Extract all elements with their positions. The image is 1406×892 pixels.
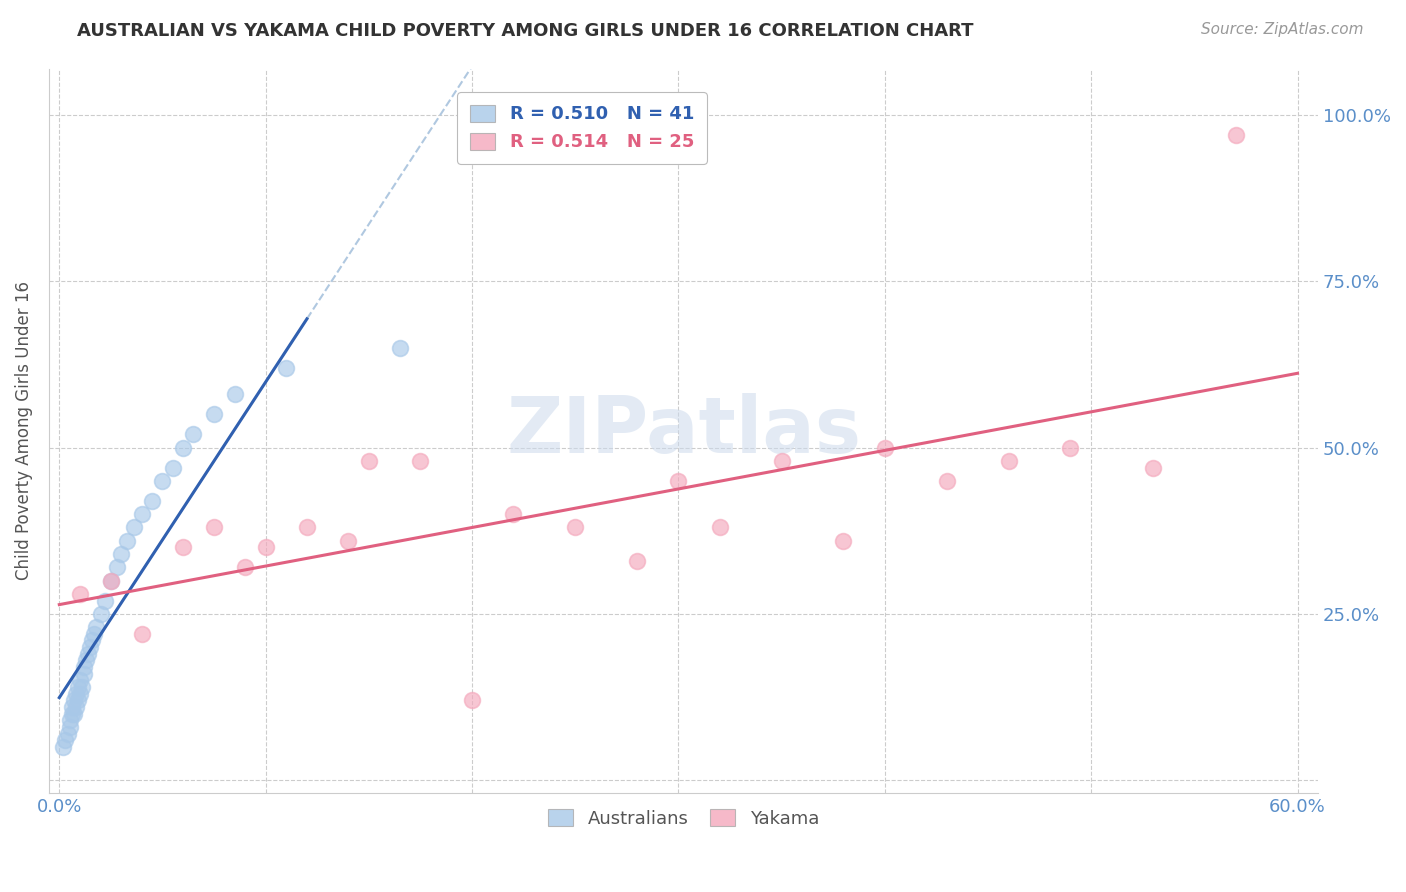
Point xyxy=(56,726,79,740)
Legend: Australians, Yakama: Australians, Yakama xyxy=(541,802,827,835)
Point xyxy=(357,454,380,468)
Point xyxy=(162,460,184,475)
Point xyxy=(59,720,82,734)
Point xyxy=(295,520,318,534)
Point xyxy=(152,474,174,488)
Point xyxy=(224,387,246,401)
Point xyxy=(66,680,89,694)
Point xyxy=(105,560,128,574)
Point xyxy=(1225,128,1247,142)
Point xyxy=(100,574,122,588)
Point xyxy=(60,706,83,721)
Point xyxy=(73,666,96,681)
Point xyxy=(79,640,101,654)
Point xyxy=(65,687,87,701)
Point xyxy=(83,626,105,640)
Point xyxy=(62,706,84,721)
Point xyxy=(172,441,194,455)
Point xyxy=(117,533,139,548)
Point xyxy=(668,474,690,488)
Point xyxy=(461,693,484,707)
Point xyxy=(100,574,122,588)
Point xyxy=(73,660,96,674)
Point xyxy=(131,507,153,521)
Point xyxy=(69,687,91,701)
Point xyxy=(122,520,145,534)
Point xyxy=(233,560,256,574)
Point xyxy=(69,587,91,601)
Point xyxy=(131,626,153,640)
Point xyxy=(55,733,77,747)
Point xyxy=(832,533,855,548)
Point xyxy=(337,533,360,548)
Point xyxy=(69,673,91,688)
Point xyxy=(564,520,586,534)
Point xyxy=(388,341,411,355)
Text: ZIPatlas: ZIPatlas xyxy=(506,393,860,469)
Point xyxy=(86,620,108,634)
Point xyxy=(52,739,75,754)
Point xyxy=(254,541,277,555)
Point xyxy=(77,647,100,661)
Point xyxy=(1059,441,1081,455)
Point xyxy=(502,507,524,521)
Y-axis label: Child Poverty Among Girls Under 16: Child Poverty Among Girls Under 16 xyxy=(15,282,32,581)
Point xyxy=(409,454,432,468)
Point xyxy=(183,427,205,442)
Point xyxy=(770,454,793,468)
Point xyxy=(60,699,83,714)
Point xyxy=(172,541,194,555)
Point xyxy=(141,493,163,508)
Point xyxy=(202,520,225,534)
Point xyxy=(873,441,896,455)
Point xyxy=(75,653,97,667)
Text: AUSTRALIAN VS YAKAMA CHILD POVERTY AMONG GIRLS UNDER 16 CORRELATION CHART: AUSTRALIAN VS YAKAMA CHILD POVERTY AMONG… xyxy=(77,22,974,40)
Point xyxy=(82,633,104,648)
Point xyxy=(1142,460,1164,475)
Text: Source: ZipAtlas.com: Source: ZipAtlas.com xyxy=(1201,22,1364,37)
Point xyxy=(110,547,132,561)
Point xyxy=(709,520,731,534)
Point xyxy=(276,360,298,375)
Point xyxy=(935,474,957,488)
Point xyxy=(626,553,648,567)
Point xyxy=(90,607,112,621)
Point xyxy=(66,693,89,707)
Point xyxy=(202,407,225,421)
Point xyxy=(62,693,84,707)
Point xyxy=(997,454,1019,468)
Point xyxy=(65,699,87,714)
Point xyxy=(93,593,115,607)
Point xyxy=(59,713,82,727)
Point xyxy=(70,680,93,694)
